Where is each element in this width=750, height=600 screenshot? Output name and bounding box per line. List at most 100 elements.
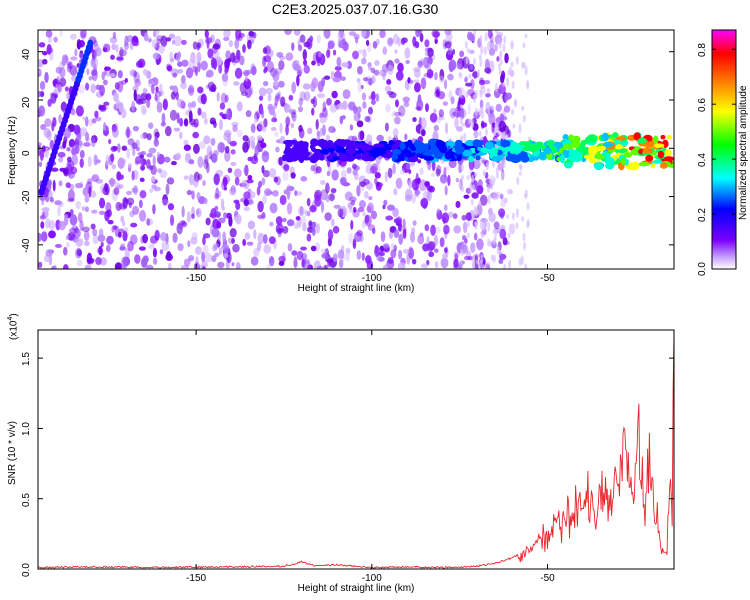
heatmap-speckle [434, 35, 438, 44]
heatmap-speckle [176, 112, 180, 124]
heatmap-speckle [508, 66, 512, 76]
heatmap-speckle [59, 30, 63, 37]
heatmap-speckle [153, 128, 160, 140]
y-tick-label: -20 [21, 190, 32, 205]
heatmap-speckle [256, 242, 262, 252]
heatmap-signal-cell [645, 154, 654, 162]
heatmap-speckle [334, 66, 342, 71]
heatmap-speckle [112, 126, 119, 138]
heatmap-speckle [332, 77, 341, 83]
heatmap-speckle [333, 204, 341, 209]
heatmap-speckle [499, 113, 505, 122]
heatmap-speckle [416, 189, 420, 198]
heatmap-speckle [197, 60, 201, 73]
heatmap-speckle [225, 109, 230, 120]
heatmap-speckle [132, 125, 140, 132]
heatmap-speckle [167, 262, 172, 269]
heatmap-speckle [202, 244, 209, 256]
heatmap-speckle [279, 194, 287, 206]
heatmap-speckle [461, 214, 467, 221]
heatmap-speckle [398, 233, 404, 245]
heatmap-speckle [313, 260, 322, 269]
heatmap-speckle [402, 96, 411, 103]
heatmap-speckle [319, 180, 326, 186]
heatmap-speckle [44, 118, 52, 128]
heatmap-speckle [357, 81, 363, 93]
heatmap-speckle [68, 138, 76, 148]
bottom-x-axis-label: Height of straight line (km) [297, 583, 415, 594]
heatmap-speckle [479, 194, 488, 206]
heatmap-speckle [48, 219, 56, 231]
heatmap-speckle [191, 190, 195, 200]
heatmap-signal-cell [433, 151, 444, 159]
heatmap-speckle [522, 114, 526, 123]
heatmap-speckle [384, 85, 392, 93]
heatmap-speckle [231, 185, 235, 195]
heatmap-speckle [495, 103, 502, 112]
heatmap-speckle [158, 44, 165, 54]
heatmap-speckle [276, 51, 284, 58]
heatmap-speckle [223, 252, 229, 259]
heatmap-speckle [417, 94, 422, 103]
heatmap-speckle [170, 91, 177, 100]
heatmap-speckle [273, 131, 279, 137]
heatmap-speckle [496, 31, 504, 38]
heatmap-speckle [509, 190, 513, 195]
heatmap-signal-cell [319, 143, 330, 148]
heatmap-speckle [500, 73, 505, 84]
heatmap-speckle [230, 161, 237, 166]
heatmap-signal-cell [285, 143, 293, 148]
heatmap-speckle [367, 62, 372, 67]
heatmap-speckle [230, 185, 236, 194]
heatmap-speckle [524, 65, 528, 76]
heatmap-speckle [307, 127, 313, 135]
heatmap-speckle [64, 86, 69, 92]
heatmap-speckle [356, 184, 361, 197]
heatmap-speckle [191, 100, 197, 108]
heatmap-speckle [362, 77, 369, 82]
heatmap-speckle [80, 30, 87, 39]
heatmap-speckle [414, 82, 421, 93]
heatmap-speckle [352, 169, 358, 176]
heatmap-speckle [518, 171, 522, 176]
heatmap-speckle [505, 92, 512, 100]
heatmap-speckle [324, 212, 332, 221]
heatmap-speckle [191, 213, 195, 220]
heatmap-speckle [256, 135, 263, 141]
heatmap-speckle [327, 229, 334, 241]
heatmap-speckle [66, 147, 71, 152]
heatmap-speckle [79, 127, 88, 137]
heatmap-speckle [176, 222, 183, 235]
heatmap-speckle [473, 130, 479, 139]
heatmap-speckle [398, 105, 406, 117]
heatmap-speckle [466, 47, 470, 54]
heatmap-speckle [380, 231, 386, 243]
heatmap-speckle [319, 127, 324, 137]
heatmap-speckle [487, 105, 491, 115]
heatmap-speckle [233, 168, 242, 178]
heatmap-speckle [142, 233, 148, 244]
heatmap-speckle [348, 196, 357, 203]
heatmap-speckle [404, 133, 408, 141]
y-tick-label: 0.0 [21, 563, 32, 577]
heatmap-speckle [311, 107, 315, 116]
heatmap-speckle [245, 110, 252, 118]
heatmap-signal-cell [391, 148, 402, 156]
heatmap-speckle [526, 202, 530, 211]
heatmap-signal-cell [388, 140, 395, 145]
heatmap-speckle [317, 93, 326, 99]
heatmap-speckle [229, 228, 237, 238]
heatmap-speckle [460, 174, 464, 181]
heatmap-speckle [39, 149, 44, 162]
top-plot-frame [37, 29, 675, 270]
heatmap-signal-cell [571, 153, 583, 163]
heatmap-speckle [311, 227, 316, 237]
heatmap-speckle [192, 131, 200, 139]
heatmap-speckle [105, 104, 109, 110]
heatmap-speckle [63, 127, 71, 139]
heatmap-speckle [43, 255, 50, 263]
heatmap-speckle [38, 261, 43, 269]
heatmap-speckle [124, 198, 130, 204]
heatmap-speckle [63, 246, 68, 256]
heatmap-speckle [448, 159, 457, 169]
